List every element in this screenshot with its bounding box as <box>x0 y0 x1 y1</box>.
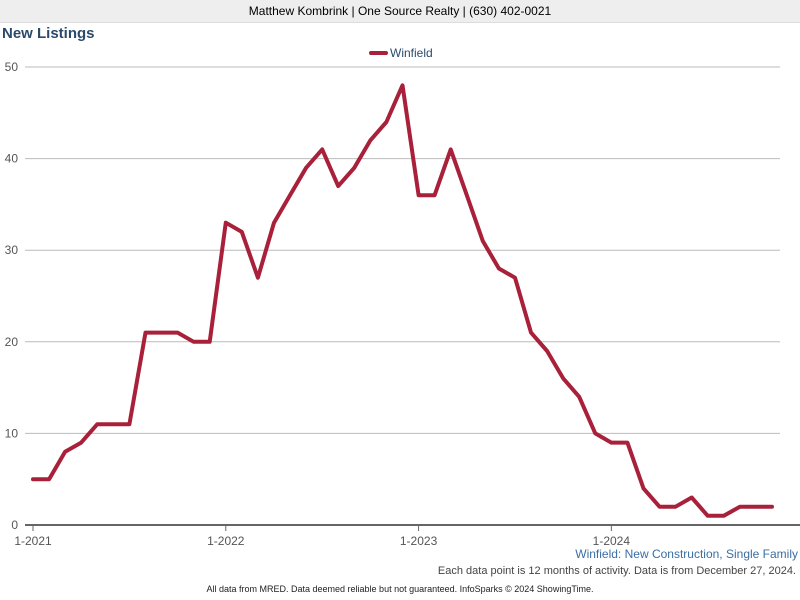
series-line-winfield <box>31 83 774 518</box>
y-tick-label-0: 0 <box>11 518 18 532</box>
chart-subtitle: Winfield: New Construction, Single Famil… <box>575 547 798 561</box>
x-tick-label-3: 1-2024 <box>593 534 631 548</box>
x-tick-label-2: 1-2023 <box>400 534 438 548</box>
legend-label-winfield: Winfield <box>390 46 433 60</box>
y-tick-label-50: 50 <box>5 60 19 74</box>
data-note: Each data point is 12 months of activity… <box>437 565 796 577</box>
footer-disclaimer: All data from MRED. Data deemed reliable… <box>206 584 594 594</box>
x-tick-label-0: 1-2021 <box>14 534 52 548</box>
y-tick-label-30: 30 <box>5 243 19 257</box>
header-bar: Matthew Kombrink | One Source Realty | (… <box>0 0 800 23</box>
header-text: Matthew Kombrink | One Source Realty | (… <box>248 4 552 18</box>
x-tick-label-1: 1-2022 <box>207 534 245 548</box>
y-tick-label-40: 40 <box>5 152 19 166</box>
y-tick-label-20: 20 <box>5 335 19 349</box>
chart-title: New Listings <box>2 25 95 42</box>
y-tick-label-10: 10 <box>5 426 19 440</box>
